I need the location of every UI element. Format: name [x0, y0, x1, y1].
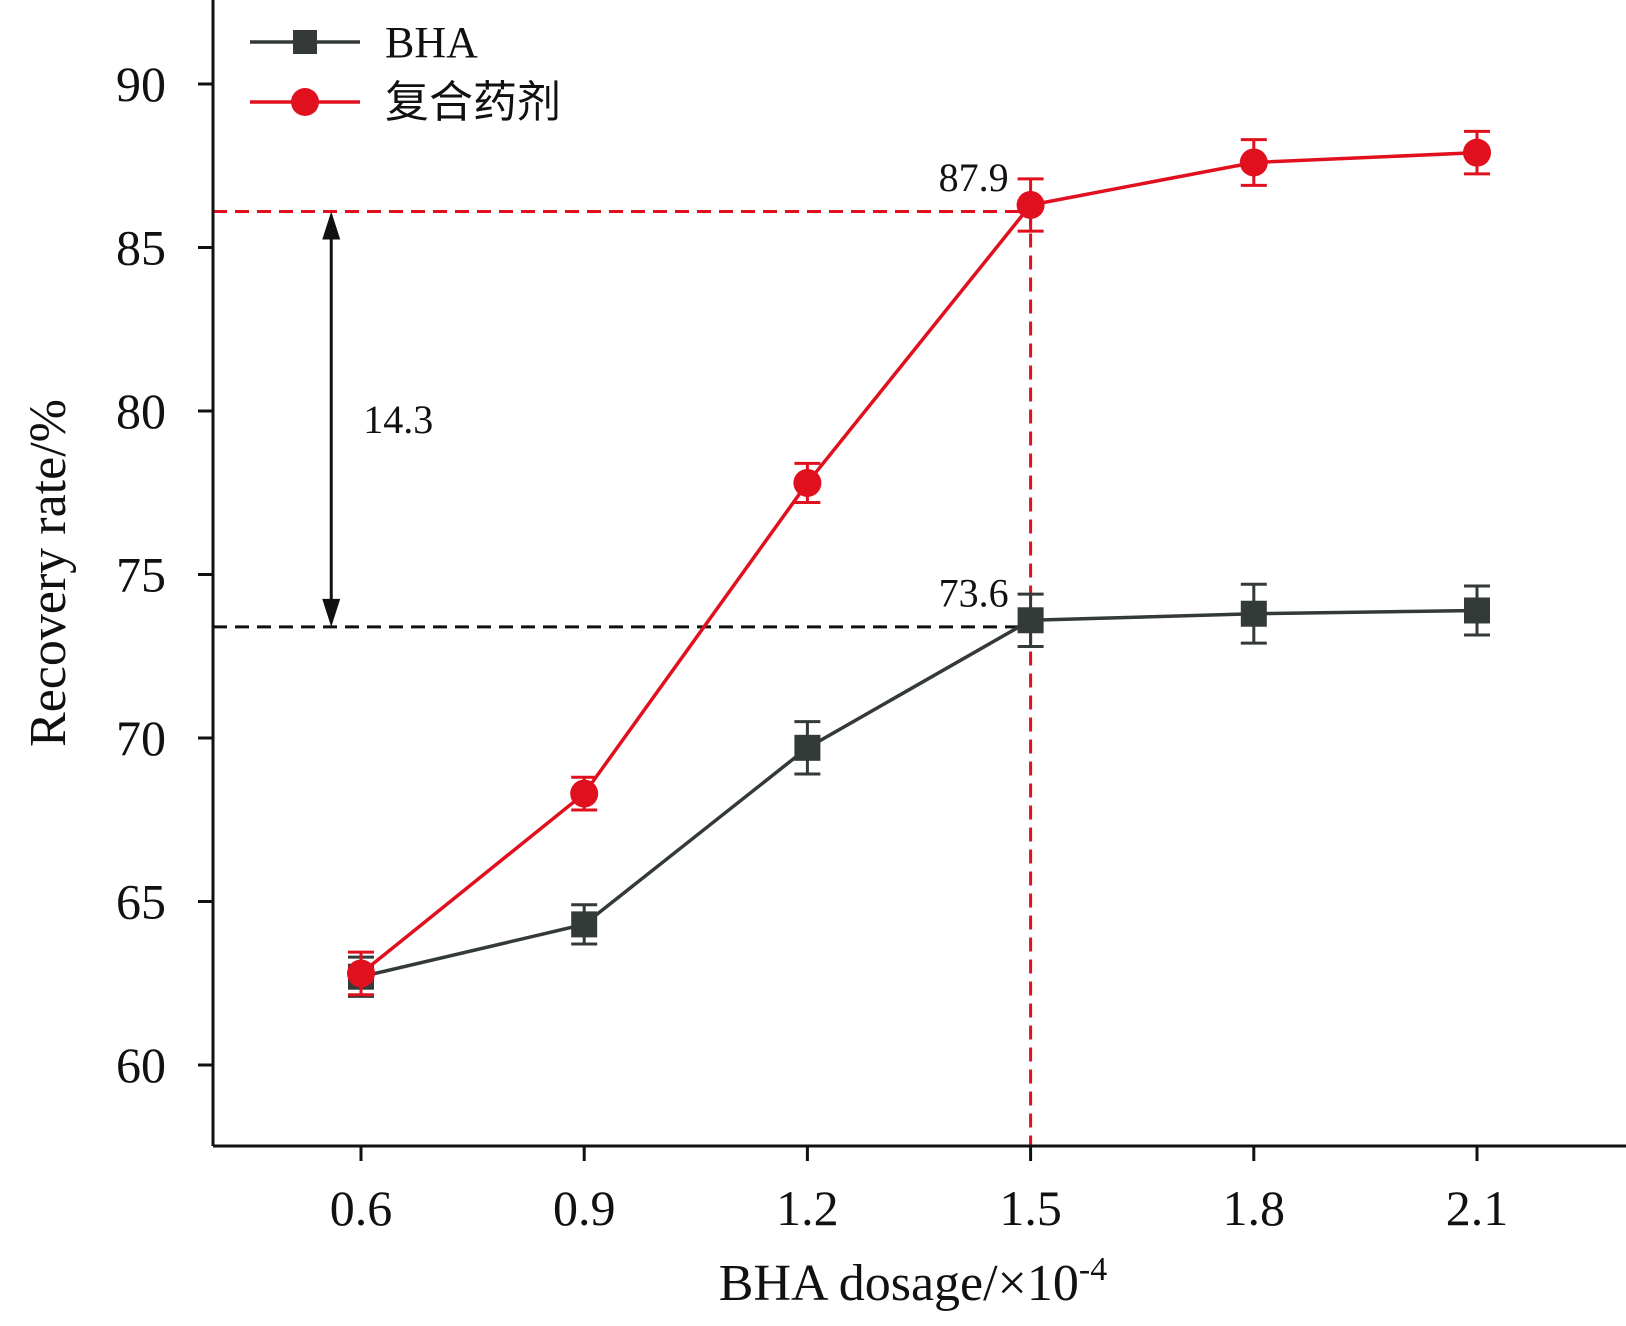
data-point — [793, 468, 822, 497]
x-ticks: 0.6 0.9 1.2 1.5 1.8 2.1 — [330, 1146, 1509, 1236]
series-line — [360, 608, 1478, 979]
y-tick-label: 80 — [116, 383, 166, 439]
x-axis-label-exponent: -4 — [1079, 1251, 1107, 1288]
legend-label: 复合药剂 — [385, 78, 561, 127]
legend-marker — [291, 88, 319, 116]
y-axis-label: Recovery rate/% — [20, 399, 77, 747]
x-axis-label-main: BHA dosage/×10 — [719, 1255, 1079, 1312]
data-point — [1240, 600, 1267, 627]
difference-arrow-head-up — [322, 211, 341, 240]
data-point — [570, 779, 599, 808]
legend-label: BHA — [385, 18, 478, 67]
axes — [211, 0, 1626, 1148]
data-point — [1016, 190, 1045, 219]
data-point — [1017, 607, 1044, 634]
legend-entry: 复合药剂 — [250, 78, 561, 127]
data-point — [1239, 148, 1268, 177]
reference-lines — [213, 210, 1033, 1146]
y-tick-label: 60 — [116, 1037, 166, 1093]
x-tick-label: 2.1 — [1446, 1180, 1509, 1236]
data-point — [794, 734, 821, 761]
data-point — [1464, 597, 1490, 624]
y-tick-label: 75 — [116, 547, 166, 603]
low-value-label: 73.6 — [939, 570, 1009, 615]
x-tick-label: 0.9 — [553, 1180, 616, 1236]
series-composite — [347, 129, 1491, 997]
annotations: 14.3 87.9 73.6 — [322, 155, 1009, 627]
data-point — [571, 911, 598, 938]
series-layer — [347, 129, 1491, 998]
x-tick-label: 1.8 — [1223, 1180, 1286, 1236]
legend: BHA 复合药剂 — [250, 18, 561, 127]
high-value-label: 87.9 — [939, 155, 1009, 200]
series-line — [359, 150, 1478, 975]
x-axis-label: BHA dosage/×10-4 — [719, 1251, 1107, 1312]
legend-marker — [293, 30, 317, 54]
x-tick-label: 1.2 — [776, 1180, 839, 1236]
y-tick-label: 90 — [116, 56, 166, 112]
y-tick-label: 85 — [116, 220, 166, 276]
legend-entry: BHA — [250, 18, 478, 67]
y-ticks: 60 65 70 75 80 85 90 — [116, 56, 213, 1093]
data-point — [347, 959, 375, 988]
x-tick-label: 1.5 — [999, 1180, 1062, 1236]
x-tick-label: 0.6 — [330, 1180, 393, 1236]
data-point — [1463, 138, 1491, 167]
difference-label: 14.3 — [363, 397, 433, 442]
difference-arrow-head-down — [322, 598, 341, 627]
series-bha — [348, 582, 1490, 998]
y-tick-label: 65 — [116, 874, 166, 930]
y-tick-label: 70 — [116, 710, 166, 766]
